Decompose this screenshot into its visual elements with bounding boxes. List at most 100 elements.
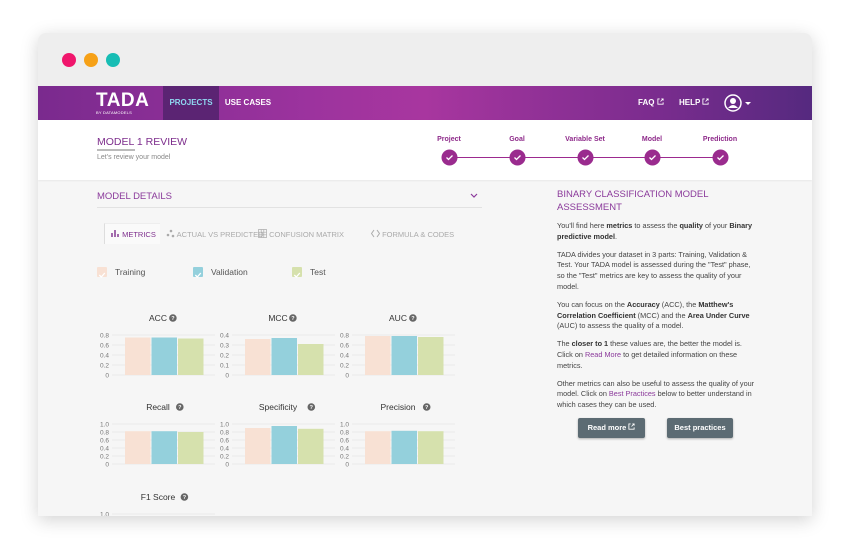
chart-title: F1 Score — [141, 492, 176, 502]
y-tick-label: 0.6 — [340, 437, 349, 444]
step-circle[interactable] — [509, 149, 526, 166]
external-icon — [702, 98, 709, 105]
help-mark: ? — [291, 316, 295, 322]
text-run: of your — [702, 221, 730, 230]
y-tick-label: 1.0 — [100, 511, 109, 516]
y-tick-label: 0.2 — [100, 362, 109, 369]
bar — [271, 426, 297, 464]
tab[interactable]: METRICS — [104, 223, 160, 244]
help-icon[interactable] — [176, 403, 184, 411]
paragraph: You can focus on the Accuracy (ACC), the… — [557, 300, 757, 332]
check — [98, 272, 106, 278]
y-tick-label: 0 — [225, 461, 229, 468]
check — [716, 155, 724, 161]
help-mark: ? — [178, 405, 182, 411]
button-label: Read more — [587, 423, 627, 432]
help-icon[interactable] — [422, 403, 431, 411]
nav-item[interactable]: USE CASES — [224, 98, 272, 107]
metric-chart: MCC ? 0 0.1 0.2 0.3 0.4 — [220, 313, 335, 379]
legend-checkbox[interactable] — [97, 267, 107, 278]
y-tick-label: 0.4 — [340, 445, 349, 452]
y-tick-label: 0.3 — [220, 342, 229, 349]
bar — [178, 338, 204, 375]
step-circle[interactable] — [441, 149, 458, 166]
step-label: Goal — [509, 136, 525, 143]
browser-window: TADA BY DATAMODELS PROJECTS USE CASES FAQ… — [38, 33, 812, 516]
paragraph: The closer to 1 these values are, the be… — [557, 339, 757, 371]
step-circle[interactable] — [712, 149, 729, 166]
nav-item[interactable]: PROJECTS — [163, 86, 219, 120]
tab-label: FORMULA & CODES — [382, 230, 455, 239]
help-icon[interactable] — [409, 314, 417, 322]
bar — [245, 339, 271, 375]
text-run: TADA divides your dataset in 3 parts: Tr… — [557, 249, 751, 291]
help-icon[interactable] — [169, 314, 177, 322]
help-icon[interactable] — [180, 493, 189, 501]
tab-icon — [258, 229, 267, 238]
chart-title: Recall — [146, 402, 170, 412]
tab-label: CONFUSION MATRIX — [269, 230, 344, 239]
y-tick-label: 0 — [345, 461, 349, 468]
external-icon — [628, 423, 635, 430]
page-header: MODEL 1 REVIEW Let's review your model P… — [38, 120, 812, 180]
tab[interactable]: FORMULA & CODES — [370, 229, 455, 239]
close-dot[interactable] — [62, 53, 76, 67]
chevron[interactable] — [470, 193, 478, 199]
tab[interactable]: CONFUSION MATRIX — [258, 229, 344, 239]
y-tick-label: 0.4 — [220, 332, 229, 339]
y-tick-label: 0.8 — [100, 429, 109, 436]
user-menu[interactable] — [724, 94, 754, 112]
link[interactable]: Read More — [584, 349, 622, 359]
nav-help[interactable]: HELP — [679, 86, 709, 120]
y-tick-label: 1.0 — [340, 421, 349, 428]
step-dot — [441, 149, 457, 166]
y-tick-label: 0.4 — [100, 445, 109, 452]
check — [194, 272, 202, 278]
legend-checkbox[interactable] — [193, 267, 203, 278]
nav-faq[interactable]: FAQ — [638, 86, 664, 120]
link[interactable]: Best Practices — [608, 389, 656, 399]
bar — [125, 337, 151, 375]
tab-label: ACTUAL VS PREDICTED — [176, 230, 264, 239]
text-run: Area Under Curve — [687, 310, 750, 320]
step-label: Model — [641, 136, 663, 143]
text-run: (MCC) and the — [635, 310, 688, 320]
check — [648, 155, 656, 161]
y-tick-label: 0.2 — [220, 352, 229, 359]
chart-title: MCC — [268, 313, 287, 323]
logo[interactable]: TADA — [96, 90, 150, 111]
tab[interactable]: ACTUAL VS PREDICTED — [166, 229, 264, 239]
metric-chart: F1 Score ? 1.0 — [100, 492, 215, 516]
text-run: (AUC) to assess the quality of a model. — [557, 321, 684, 331]
help-icon[interactable] — [307, 403, 316, 411]
page-subtitle: Let's review your model — [97, 154, 171, 161]
y-tick-label: 0.1 — [220, 362, 229, 369]
y-tick-label: 0.6 — [220, 437, 229, 444]
y-tick-label: 0 — [105, 372, 109, 379]
y-tick-label: 0.4 — [340, 352, 349, 359]
step-circle[interactable] — [577, 149, 594, 166]
text-run: metrics — [606, 221, 633, 230]
step-label: Prediction — [702, 136, 738, 143]
step-dot — [577, 149, 593, 166]
help-icon[interactable] — [289, 314, 297, 322]
text-run: Accuracy — [626, 299, 660, 309]
y-tick-label: 0 — [105, 461, 109, 468]
y-tick-label: 1.0 — [100, 421, 109, 428]
tab-icon — [370, 229, 381, 238]
minimize-dot[interactable] — [84, 53, 98, 67]
legend-checkbox[interactable] — [292, 267, 302, 278]
bar — [418, 431, 444, 464]
y-tick-label: 0.6 — [340, 342, 349, 349]
best-practices-button[interactable]: Best practices — [667, 418, 733, 438]
bar — [125, 431, 151, 464]
text-run: Matthew's Correlation Coefficient — [557, 299, 734, 320]
y-tick-label: 1.0 — [220, 421, 229, 428]
maximize-dot[interactable] — [106, 53, 120, 67]
y-tick-label: 0.8 — [220, 429, 229, 436]
text-run: Binary predictive model — [557, 221, 753, 241]
legend-label: Training — [115, 267, 146, 277]
read-more-button[interactable]: Read more — [578, 418, 645, 438]
step-circle[interactable] — [644, 149, 661, 166]
nav-label: HELP — [679, 98, 701, 107]
